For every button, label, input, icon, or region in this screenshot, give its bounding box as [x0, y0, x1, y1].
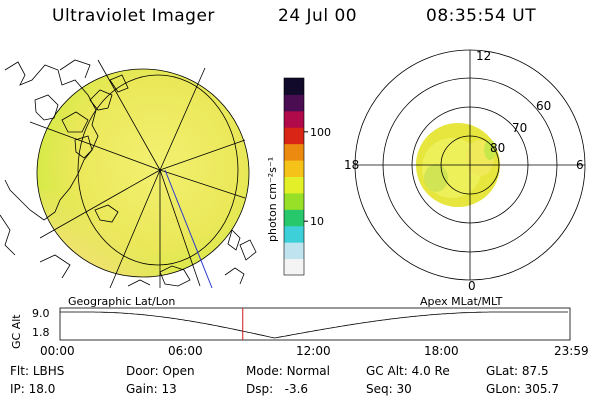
mlt-label-6: 6 [576, 158, 584, 172]
time-tick-4: 23:59 [554, 344, 589, 358]
info-ip: IP: 18.0 [10, 382, 56, 396]
intensity-colorbar: 100 10 [283, 77, 331, 276]
polar-mlt-plot: 12 18 6 0 60 70 80 [344, 49, 586, 293]
polar-grid [354, 49, 586, 281]
mlt-label-18: 18 [344, 158, 359, 172]
colorbar-swatch [284, 192, 304, 210]
info-gain: Gain: 13 [126, 382, 177, 396]
colorbar-frame [283, 77, 305, 276]
altitude-frame [59, 307, 571, 341]
auroral-oval-image [416, 123, 500, 207]
colorbar-swatch [284, 94, 304, 112]
colorbar-swatch [284, 176, 304, 194]
colorbar-swatch [284, 209, 304, 227]
date-label: 24 Jul 00 [278, 6, 358, 26]
colorbar-swatch [284, 78, 304, 95]
mlt-label-0: 0 [468, 279, 476, 293]
colorbar-unit-label: photon cm⁻²s⁻¹ [266, 156, 279, 242]
altitude-tick-high: 9.0 [32, 307, 50, 320]
globe-limb [36, 68, 250, 278]
info-glon: GLon: 305.7 [486, 382, 559, 396]
time-tick-3: 18:00 [424, 344, 459, 358]
altitude-curve [60, 311, 568, 339]
instrument-title: Ultraviolet Imager [52, 6, 215, 26]
info-seq: Seq: 30 [366, 382, 412, 396]
info-gc-alt: GC Alt: 4.0 Re [366, 364, 450, 378]
colorbar-swatch [284, 258, 304, 276]
geographic-label: Geographic Lat/Lon [68, 295, 176, 308]
colorbar-swatch [284, 143, 304, 161]
time-tick-1: 06:00 [168, 344, 203, 358]
info-mode: Mode: Normal [246, 364, 330, 378]
colorbar-swatch [284, 242, 304, 260]
time-tick-0: 00:00 [40, 344, 75, 358]
colorbar-swatch [284, 225, 304, 243]
info-door: Door: Open [126, 364, 195, 378]
colorbar-swatch [284, 127, 304, 145]
mlt-label-12: 12 [476, 49, 491, 63]
time-label: 08:35:54 UT [426, 6, 537, 26]
info-dsp: Dsp: -3.6 [246, 382, 309, 396]
lat-lon-grid [29, 59, 246, 289]
colorbar-swatch [284, 110, 304, 128]
apex-label: Apex MLat/MLT [420, 295, 503, 308]
coastlines [0, 59, 257, 287]
colorbar-swatches [284, 78, 304, 276]
altitude-plot [59, 307, 571, 341]
time-tick-2: 12:00 [296, 344, 331, 358]
colorbar-swatch [284, 160, 304, 177]
colorbar-ticks: 100 10 [304, 126, 331, 228]
mlat-label-80: 80 [490, 141, 505, 155]
geographic-globe-image [0, 59, 257, 289]
colorbar-tick-label: 100 [310, 126, 331, 139]
mlat-label-70: 70 [512, 121, 527, 135]
info-glat: GLat: 87.5 [486, 364, 549, 378]
colorbar-tick-label: 10 [310, 215, 324, 228]
terminator-line [164, 169, 213, 289]
mlat-label-60: 60 [536, 99, 551, 113]
altitude-tick-low: 1.8 [32, 326, 50, 339]
info-filter: Flt: LBHS [10, 364, 65, 378]
